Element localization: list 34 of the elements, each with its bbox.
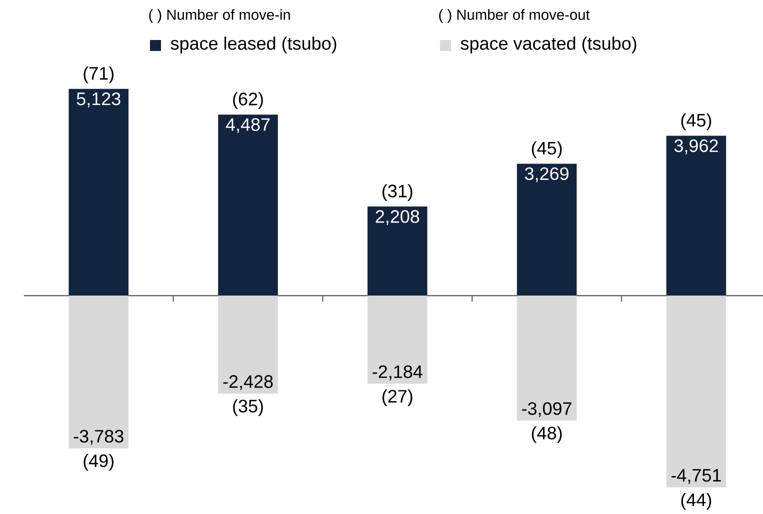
- annotation: (62): [233, 92, 263, 109]
- text: (44): [681, 493, 712, 510]
- annotation: (49): [84, 454, 114, 471]
- data-label: -2,184: [372, 365, 422, 380]
- bar: [68, 296, 128, 448]
- bar: [516, 296, 577, 421]
- bar: [218, 296, 278, 394]
- bar: [666, 296, 726, 488]
- annotation: (27): [382, 389, 412, 406]
- data-label: 4,487: [226, 118, 270, 134]
- bar: [68, 88, 128, 296]
- legend-label: space leased (tsubo): [170, 36, 336, 54]
- annotation: (45): [532, 141, 562, 158]
- data-label: -4,751: [671, 469, 721, 484]
- legend-label: space vacated (tsubo): [460, 36, 636, 54]
- data-label: 5,123: [76, 92, 120, 108]
- annotation: (31): [382, 184, 412, 201]
- data-label: 3,962: [674, 139, 718, 154]
- data-label: 3,269: [524, 167, 568, 182]
- text: (71): [84, 66, 114, 84]
- bar: [666, 136, 726, 296]
- annotation: (35): [233, 399, 263, 416]
- bar: [218, 114, 278, 296]
- data-label: -3,783: [74, 430, 124, 445]
- text: ( ) Number of move-out: [439, 9, 590, 23]
- bar: [368, 206, 428, 296]
- bar: [368, 296, 428, 384]
- text: ( ) Number of move-in: [149, 9, 290, 23]
- annotation: (48): [532, 426, 562, 444]
- data-label: -2,428: [223, 375, 273, 390]
- annotation: (45): [681, 113, 712, 130]
- bar: [516, 164, 577, 296]
- data-label: -3,097: [522, 402, 572, 418]
- data-label: 2,208: [376, 210, 420, 226]
